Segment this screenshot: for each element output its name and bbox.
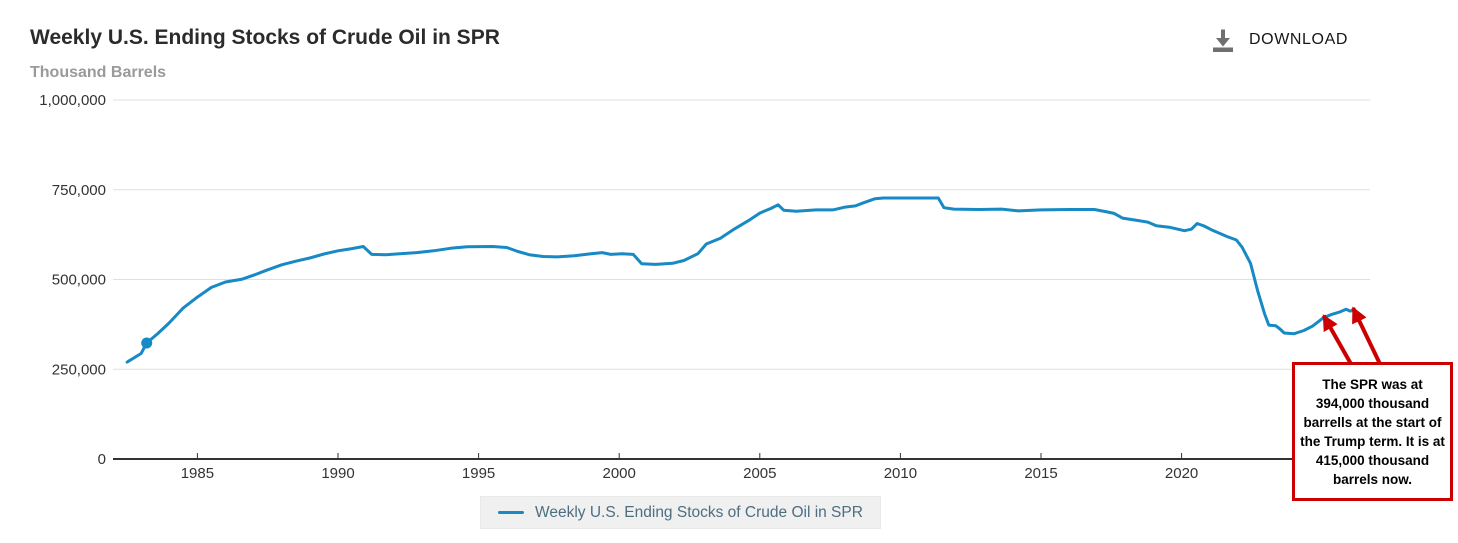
annotation-box: The SPR was at 394,000 thousand barrells… <box>1292 362 1453 501</box>
y-axis-tick-label: 250,000 <box>52 361 106 378</box>
y-axis-tick-label: 500,000 <box>52 272 106 289</box>
legend-line-swatch <box>498 511 524 514</box>
annotation-arrow <box>1351 306 1382 365</box>
legend-item[interactable]: Weekly U.S. Ending Stocks of Crude Oil i… <box>480 496 881 529</box>
x-axis-tick-label: 2015 <box>1024 465 1057 482</box>
y-axis-tick-label: 0 <box>98 451 106 468</box>
x-axis-tick-label: 2005 <box>743 465 776 482</box>
x-axis-tick-label: 1985 <box>181 465 214 482</box>
x-axis-tick-label: 1995 <box>462 465 495 482</box>
y-axis-tick-label: 750,000 <box>52 182 106 199</box>
series-line[interactable] <box>125 196 1356 364</box>
annotation-text: The SPR was at 394,000 thousand barrells… <box>1300 376 1445 487</box>
x-axis-tick-label: 2020 <box>1165 465 1198 482</box>
x-axis-tick-label: 2000 <box>603 465 636 482</box>
page-title: Weekly U.S. Ending Stocks of Crude Oil i… <box>30 26 500 49</box>
annotation-arrow <box>1321 314 1353 365</box>
download-button[interactable]: DOWNLOAD <box>1210 27 1348 53</box>
x-axis-tick-label: 1990 <box>321 465 354 482</box>
x-axis-tick-label: 2010 <box>884 465 917 482</box>
legend-label: Weekly U.S. Ending Stocks of Crude Oil i… <box>535 503 863 521</box>
y-axis-tick-label: 1,000,000 <box>39 92 106 109</box>
download-icon <box>1213 29 1233 52</box>
download-label: DOWNLOAD <box>1249 31 1349 48</box>
series-point-marker[interactable] <box>141 337 153 349</box>
chart-units-subtitle: Thousand Barrels <box>30 64 167 81</box>
